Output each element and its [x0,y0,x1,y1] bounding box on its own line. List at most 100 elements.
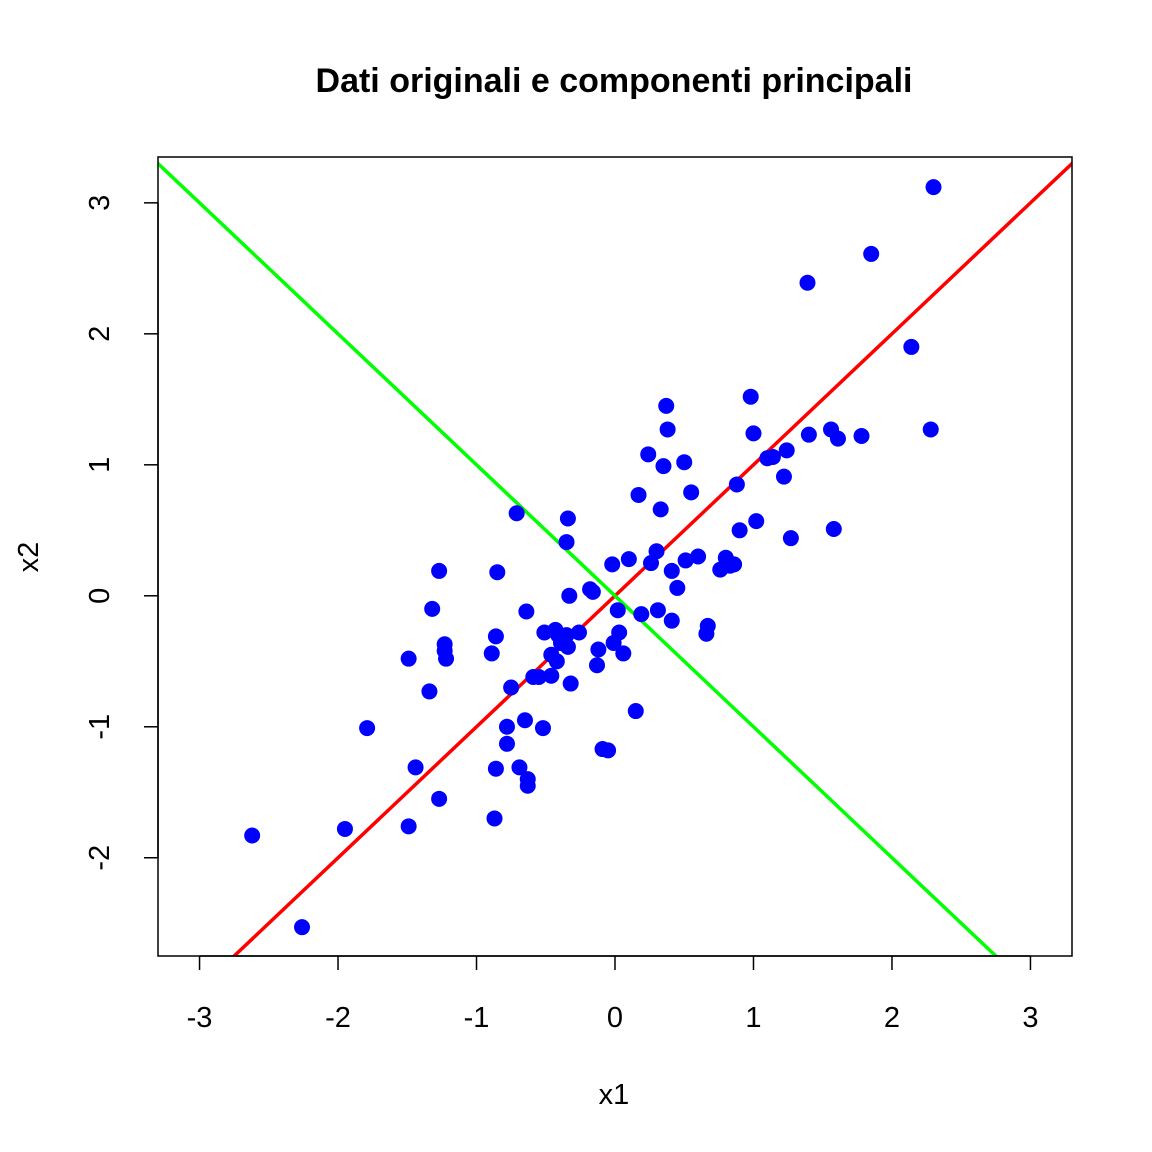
data-point [903,338,920,355]
y-tick-label: 2 [84,326,116,342]
data-point [548,653,565,670]
data-point [498,735,515,752]
x-tick-label: 0 [607,1002,623,1034]
data-point [407,759,424,776]
data-point [799,274,816,291]
data-point [690,548,707,565]
data-point [652,501,669,518]
component-line-2 [158,161,999,956]
data-point [630,486,647,503]
data-point [421,683,438,700]
data-point [503,679,520,696]
data-point [782,530,799,547]
data-point [658,397,675,414]
data-point [640,446,657,463]
data-point [489,564,506,581]
data-point [359,720,376,737]
data-point [558,534,575,551]
data-point [627,703,644,720]
data-point [508,505,525,522]
data-point [294,919,311,936]
data-point [728,476,745,493]
data-point [659,421,676,438]
x-tick-label: -3 [187,1002,213,1034]
data-point [683,484,700,501]
data-point [699,617,716,634]
data-point [336,820,353,837]
data-point [655,458,672,475]
data-point [611,624,628,641]
x-axis-label: x1 [599,1079,630,1111]
data-point [663,562,680,579]
data-point [829,430,846,447]
data-point [498,718,515,735]
data-point [561,587,578,604]
data-point [825,520,842,537]
data-point [609,602,626,619]
y-tick-label: 1 [84,457,116,473]
data-point [677,552,694,569]
data-point [863,245,880,262]
data-point [648,543,665,560]
data-point [558,627,575,644]
y-tick-label: 0 [84,588,116,604]
data-point [925,179,942,196]
data-point [400,650,417,667]
y-axis: -2 -1 0 1 2 3 [84,195,159,871]
data-point [731,522,748,539]
data-point [570,624,587,641]
data-point [742,388,759,405]
data-point [487,628,504,645]
x-tick-label: 1 [745,1002,761,1034]
data-point [600,742,617,759]
x-tick-label: 2 [884,1002,900,1034]
plot-frame [157,156,1073,957]
data-point [530,669,547,686]
data-point [438,650,455,667]
data-point [588,657,605,674]
data-point [516,712,533,729]
data-point [511,759,528,776]
chart-title: Dati originali e componenti principali [316,62,913,100]
data-point [633,606,650,623]
data-point [604,556,621,573]
data-point [764,448,781,465]
data-point [745,425,762,442]
data-point [518,603,535,620]
data-point [519,777,536,794]
data-point [669,579,686,596]
x-tick-label: 3 [1022,1002,1038,1034]
data-point [620,551,637,568]
data-point [562,675,579,692]
data-point [559,510,576,527]
data-point [431,562,448,579]
data-point [559,638,576,655]
data-point [676,454,693,471]
data-point [778,442,795,459]
data-point [726,556,743,573]
x-tick-label: -2 [325,1002,351,1034]
data-point [775,468,792,485]
x-axis: -3 -2 -1 0 1 2 3 [187,955,1039,1034]
data-point [800,426,817,443]
data-point [748,513,765,530]
component-lines [158,161,1072,956]
data-point [486,810,503,827]
data-point [534,720,551,737]
data-points [244,179,942,936]
data-point [922,421,939,438]
data-point [853,427,870,444]
data-point [244,827,261,844]
data-point [663,612,680,629]
data-point [483,645,500,662]
data-point [584,583,601,600]
data-point [424,600,441,617]
data-point [649,602,666,619]
data-point [590,641,607,658]
y-tick-label: 3 [84,195,116,211]
data-point [615,645,632,662]
y-tick-label: -1 [84,714,116,740]
data-point [400,818,417,835]
y-axis-label: x2 [13,542,45,573]
